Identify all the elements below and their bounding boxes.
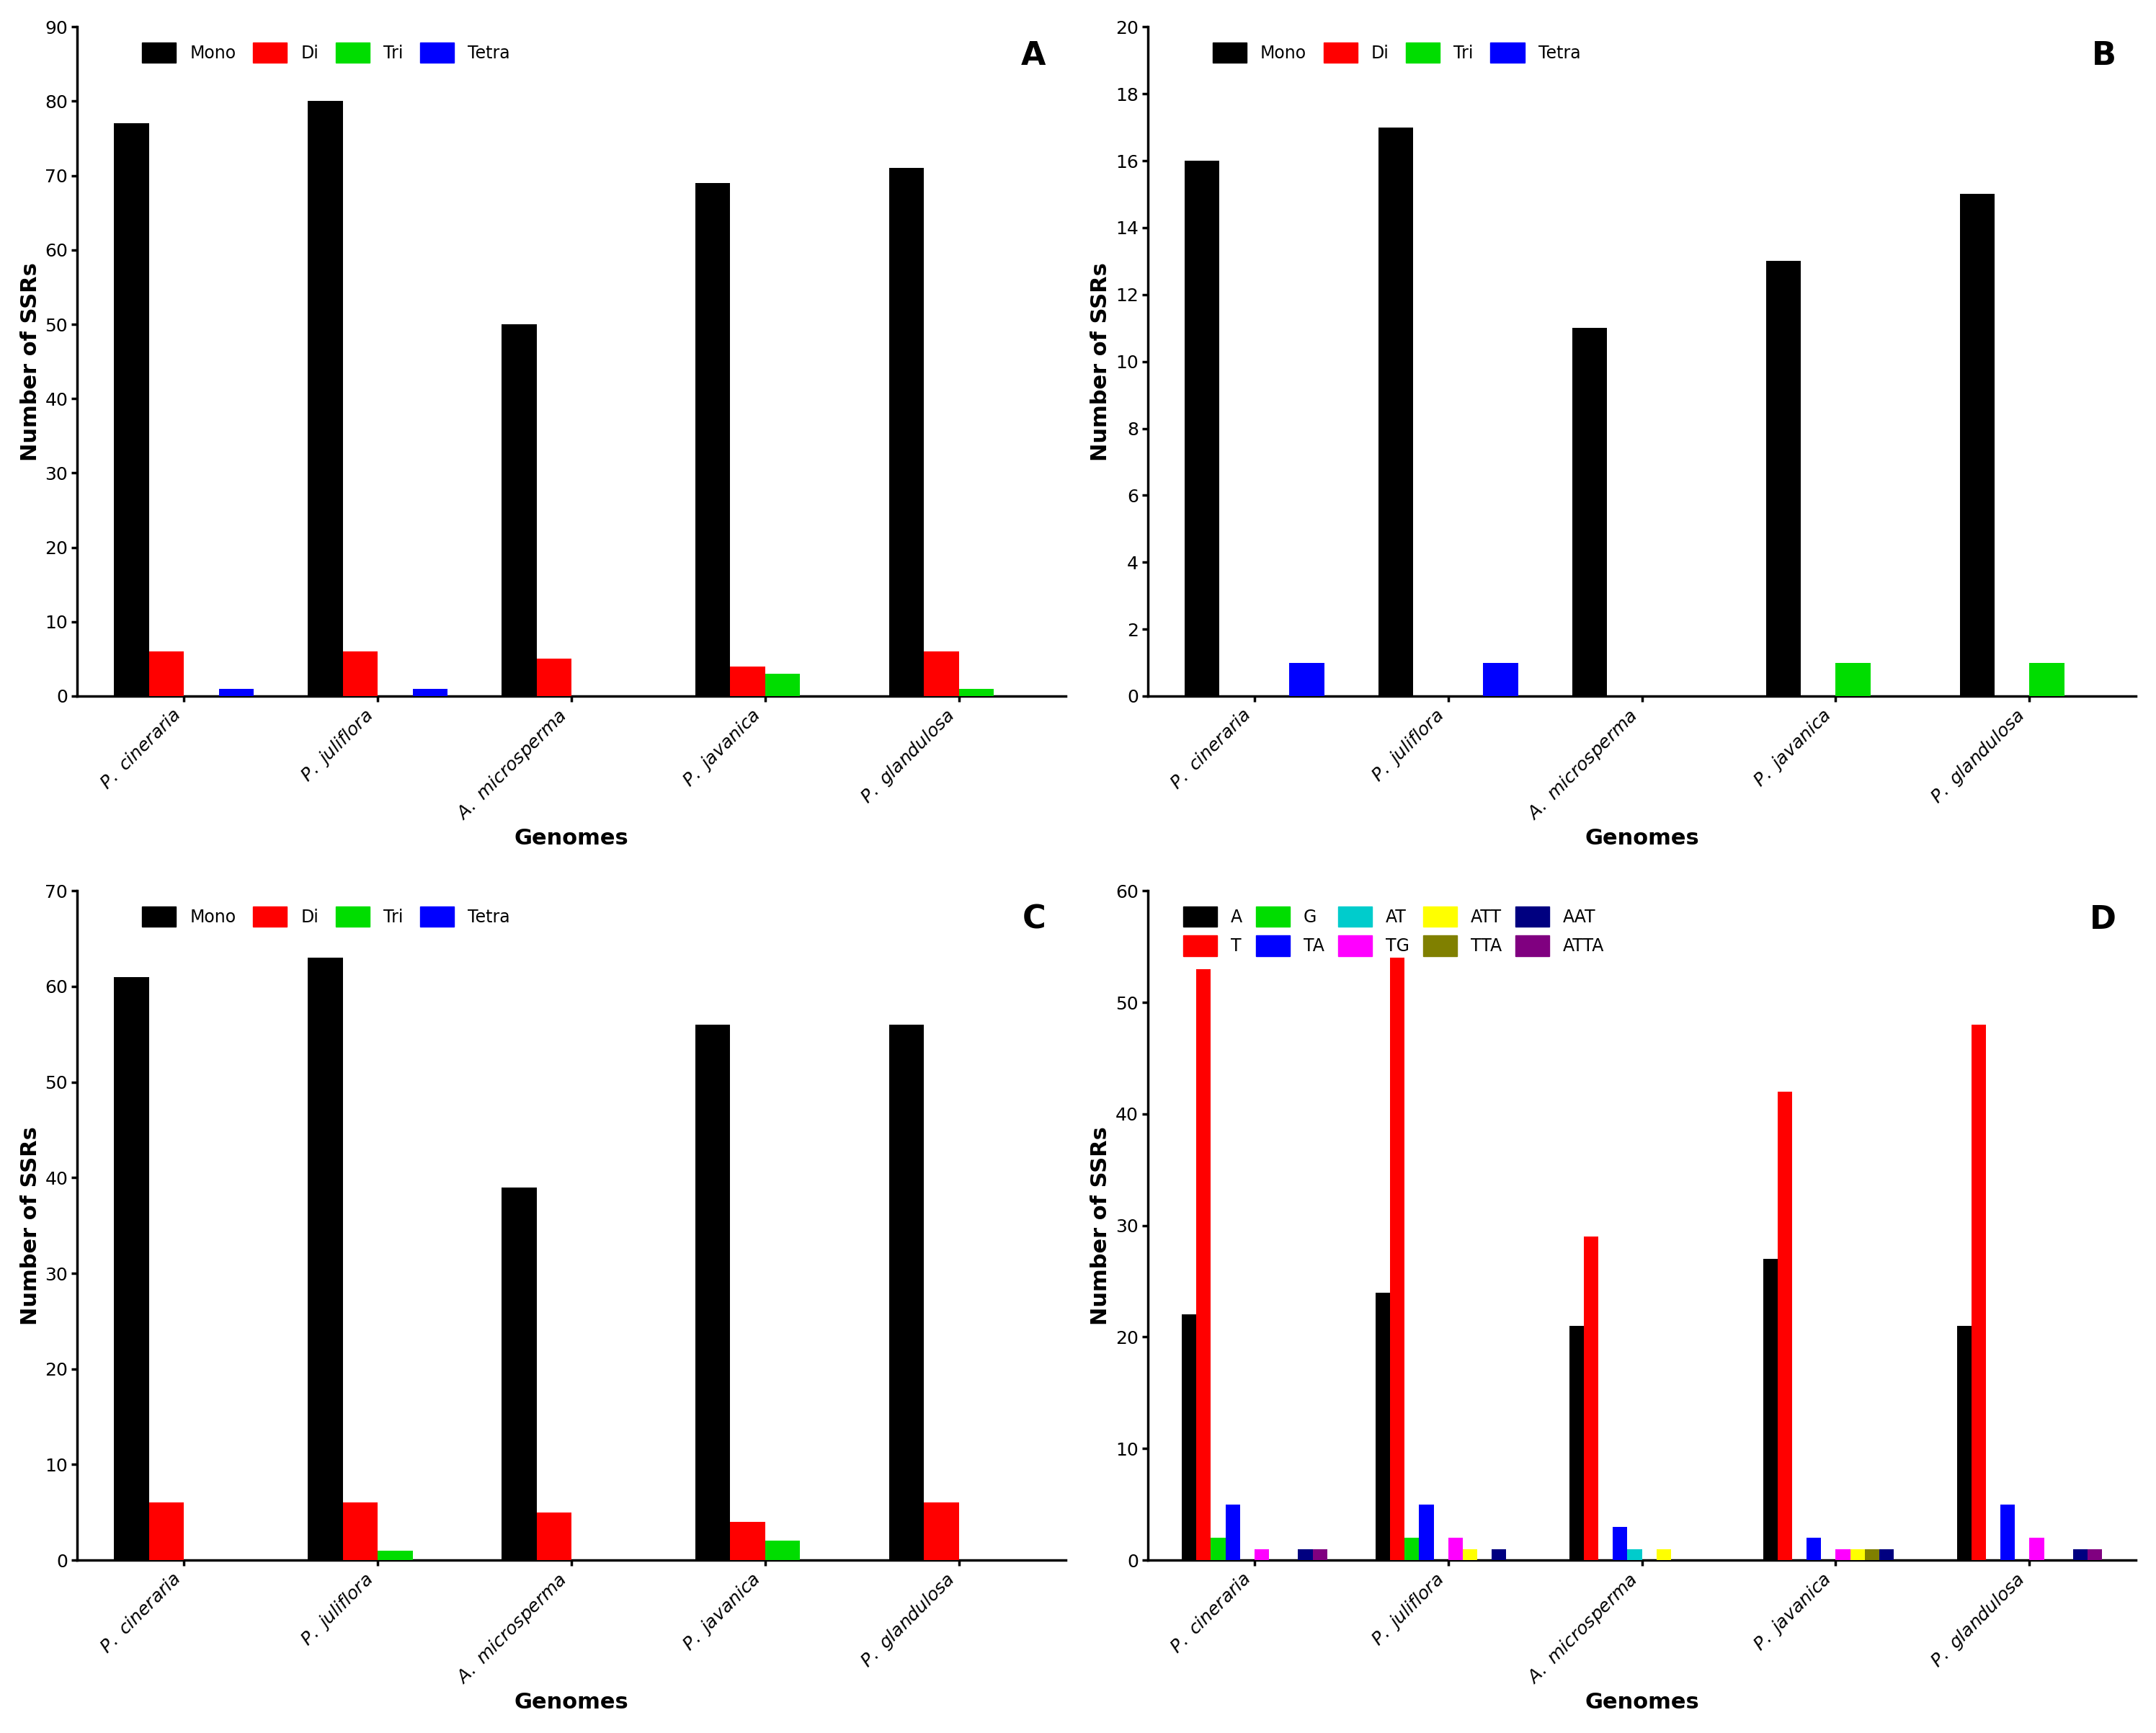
Bar <box>114 977 149 1560</box>
Text: D: D <box>2089 905 2117 936</box>
Bar <box>696 184 731 697</box>
Bar <box>537 1513 571 1560</box>
Bar <box>343 1503 377 1560</box>
Bar <box>1462 1549 1477 1560</box>
Text: C: C <box>1022 905 1046 936</box>
Y-axis label: Number of SSRs: Number of SSRs <box>19 1126 41 1324</box>
Bar <box>696 1024 731 1560</box>
Bar <box>925 652 959 697</box>
Bar <box>1289 662 1324 697</box>
Bar <box>1960 194 1994 697</box>
Bar <box>1850 1549 1865 1560</box>
Bar <box>1880 1549 1893 1560</box>
Legend: Mono, Di, Tri, Tetra: Mono, Di, Tri, Tetra <box>136 899 517 934</box>
Legend: Mono, Di, Tri, Tetra: Mono, Di, Tri, Tetra <box>1205 35 1587 69</box>
Bar <box>2029 1537 2044 1560</box>
Bar <box>1777 1092 1792 1560</box>
Bar <box>1764 1258 1777 1560</box>
Legend: A, T, G, TA, AT, TG, ATT, TTA, AAT, ATTA: A, T, G, TA, AT, TG, ATT, TTA, AAT, ATTA <box>1177 899 1611 964</box>
X-axis label: Genomes: Genomes <box>515 828 630 849</box>
Bar <box>1492 1549 1507 1560</box>
Bar <box>1572 328 1606 697</box>
Bar <box>1865 1549 1880 1560</box>
Bar <box>1255 1549 1270 1560</box>
Bar <box>1835 662 1871 697</box>
Bar <box>308 958 343 1560</box>
Text: A: A <box>1022 40 1046 71</box>
Bar <box>412 688 448 697</box>
Bar <box>888 1024 925 1560</box>
Bar <box>888 168 925 697</box>
Bar <box>1835 1549 1850 1560</box>
Text: B: B <box>2091 40 2117 71</box>
Bar <box>537 659 571 697</box>
Bar <box>1585 1237 1598 1560</box>
Bar <box>1313 1549 1328 1560</box>
Bar <box>2087 1549 2102 1560</box>
Bar <box>308 101 343 697</box>
Bar <box>1378 127 1414 697</box>
Bar <box>502 324 537 697</box>
Bar <box>1613 1527 1628 1560</box>
Bar <box>2074 1549 2087 1560</box>
Bar <box>1298 1549 1313 1560</box>
Y-axis label: Number of SSRs: Number of SSRs <box>1091 262 1110 461</box>
Bar <box>925 1503 959 1560</box>
Bar <box>218 688 254 697</box>
Bar <box>343 652 377 697</box>
X-axis label: Genomes: Genomes <box>1585 1691 1699 1712</box>
Bar <box>1449 1537 1462 1560</box>
Bar <box>731 1522 765 1560</box>
Bar <box>1971 1024 1986 1560</box>
Bar <box>1212 1537 1225 1560</box>
Bar <box>1184 161 1220 697</box>
Bar <box>1404 1537 1419 1560</box>
Bar <box>377 1551 412 1560</box>
Bar <box>1419 1504 1434 1560</box>
X-axis label: Genomes: Genomes <box>515 1691 630 1712</box>
Bar <box>1628 1549 1643 1560</box>
Bar <box>1225 1504 1240 1560</box>
Bar <box>114 123 149 697</box>
Bar <box>1807 1537 1822 1560</box>
Bar <box>149 1503 183 1560</box>
Bar <box>765 1541 800 1560</box>
X-axis label: Genomes: Genomes <box>1585 828 1699 849</box>
Bar <box>1656 1549 1671 1560</box>
Bar <box>1570 1326 1585 1560</box>
Y-axis label: Number of SSRs: Number of SSRs <box>1091 1126 1110 1324</box>
Bar <box>1181 1315 1197 1560</box>
Y-axis label: Number of SSRs: Number of SSRs <box>19 262 41 461</box>
Bar <box>149 652 183 697</box>
Legend: Mono, Di, Tri, Tetra: Mono, Di, Tri, Tetra <box>136 35 517 69</box>
Bar <box>1376 1293 1391 1560</box>
Bar <box>1483 662 1518 697</box>
Bar <box>1958 1326 1971 1560</box>
Bar <box>1766 262 1800 697</box>
Bar <box>765 674 800 697</box>
Bar <box>959 688 994 697</box>
Bar <box>1197 969 1212 1560</box>
Bar <box>1391 958 1404 1560</box>
Bar <box>502 1187 537 1560</box>
Bar <box>2001 1504 2016 1560</box>
Bar <box>2029 662 2063 697</box>
Bar <box>731 667 765 697</box>
